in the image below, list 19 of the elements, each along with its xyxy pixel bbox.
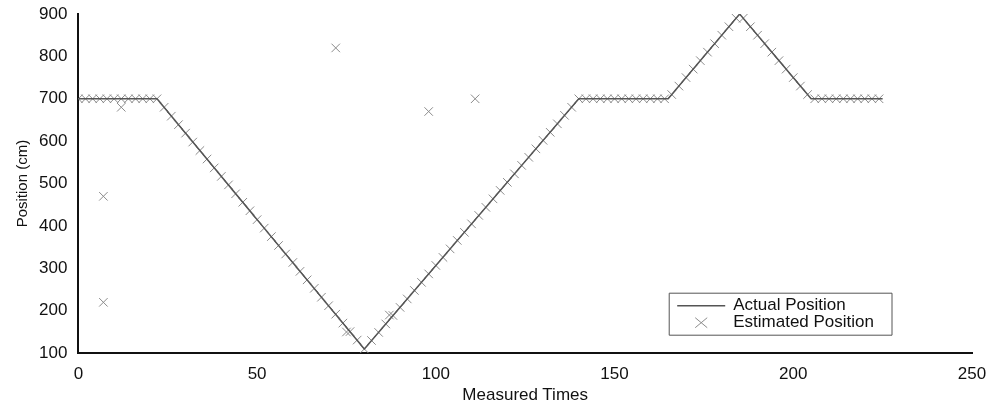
y-tick-label: 200 — [38, 300, 68, 320]
x-tick-label: 50 — [247, 364, 267, 384]
y-tick-label: 700 — [38, 88, 68, 108]
x-tick-label: 250 — [957, 364, 987, 384]
x-axis-title: Measured Times — [462, 385, 589, 405]
y-tick-label: 600 — [38, 130, 68, 150]
y-tick-label: 900 — [38, 3, 68, 23]
legend-label: Actual Position — [733, 295, 846, 315]
y-tick-label: 300 — [38, 258, 68, 278]
x-tick-label: 100 — [421, 364, 451, 384]
y-axis-title: Position (cm) — [13, 139, 31, 228]
y-tick-label: 500 — [38, 173, 68, 193]
x-tick-label: 200 — [779, 364, 808, 384]
y-tick-label: 800 — [38, 46, 68, 66]
x-tick-label: 150 — [600, 364, 629, 384]
y-tick-label: 400 — [38, 215, 68, 235]
legend-label: Estimated Position — [733, 312, 875, 332]
y-tick-label: 100 — [38, 342, 68, 362]
x-tick-label: 0 — [73, 364, 84, 384]
